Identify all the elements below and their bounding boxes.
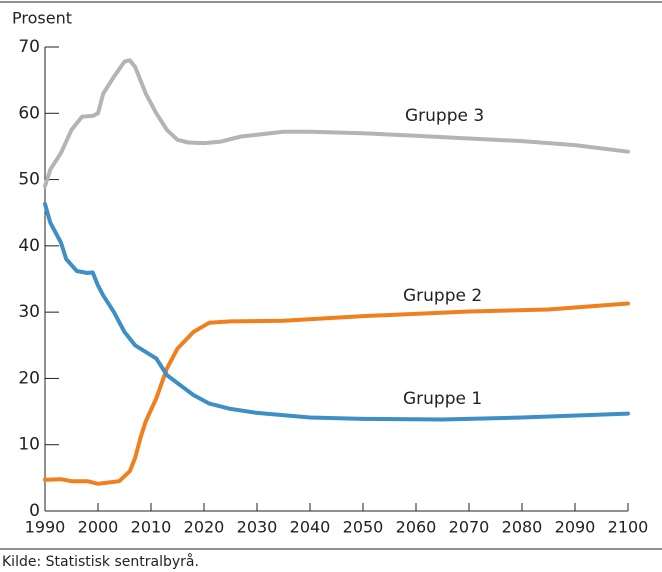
- y-axis-label: Prosent: [12, 9, 72, 28]
- y-tick-label: 0: [29, 501, 40, 521]
- line: [43, 58, 630, 189]
- series-label: Gruppe 3: [405, 106, 484, 126]
- x-tick-label: 2010: [131, 518, 172, 537]
- y-tick-label: 50: [18, 170, 40, 190]
- x-tick-label: 2060: [396, 518, 437, 537]
- x-tick-label: 2020: [184, 518, 225, 537]
- x-tick-label: 1990: [25, 518, 66, 537]
- x-tick-label: 2070: [449, 518, 490, 537]
- line: [43, 301, 630, 486]
- x-tick-label: 2090: [555, 518, 596, 537]
- y-tick-label: 20: [18, 368, 40, 388]
- y-tick-label: 40: [18, 236, 40, 256]
- x-tick-label: 2100: [608, 518, 649, 537]
- source: Kilde: Statistisk sentralbyrå.: [2, 553, 199, 570]
- y-tick-label: 10: [18, 435, 40, 455]
- series-label: Gruppe 1: [403, 389, 482, 409]
- x-tick-label: 2000: [78, 518, 119, 537]
- x-tick-label: 2040: [290, 518, 331, 537]
- x-tick-label: 2080: [502, 518, 543, 537]
- y-tick-label: 60: [18, 103, 40, 123]
- y-tick-label: 30: [18, 302, 40, 322]
- line: [43, 202, 630, 422]
- x-tick-label: 2050: [343, 518, 384, 537]
- y-tick-label: 70: [18, 37, 40, 57]
- x-tick-label: 2030: [237, 518, 278, 537]
- series-label: Gruppe 2: [403, 286, 482, 306]
